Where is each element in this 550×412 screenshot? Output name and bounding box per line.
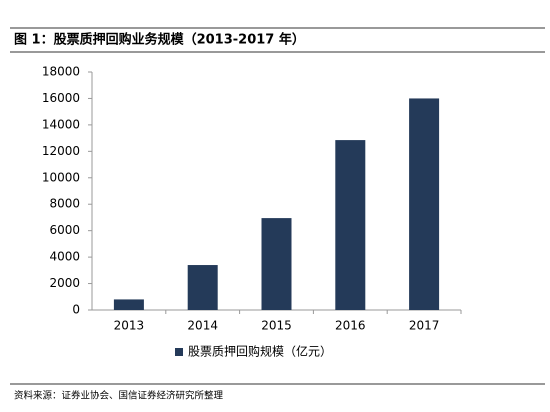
- x-tick-label: 2016: [335, 319, 366, 333]
- x-tick-label: 2013: [114, 319, 145, 333]
- y-tick-label: 10000: [42, 170, 80, 184]
- x-tick-label: 2014: [187, 319, 218, 333]
- x-tick-label: 2017: [409, 319, 440, 333]
- bar: [187, 265, 218, 310]
- legend-swatch: [175, 348, 183, 356]
- y-tick-label: 8000: [49, 197, 80, 211]
- y-tick-label: 16000: [42, 91, 80, 105]
- y-tick-label: 14000: [42, 117, 80, 131]
- legend-label: 股票质押回购规模（亿元）: [188, 344, 332, 359]
- y-tick-label: 4000: [49, 250, 80, 264]
- y-tick-label: 12000: [42, 144, 80, 158]
- y-tick-label: 2000: [49, 276, 80, 290]
- y-tick-label: 6000: [49, 223, 80, 237]
- bar: [335, 140, 366, 310]
- source-note: 资料来源：证券业协会、国信证券经济研究所整理: [14, 390, 224, 402]
- bar: [409, 98, 440, 310]
- y-tick-label: 18000: [42, 65, 80, 79]
- bar: [261, 218, 292, 310]
- chart-title: 图 1：股票质押回购业务规模（2013-2017 年）: [14, 32, 305, 48]
- bar: [113, 299, 144, 310]
- y-tick-label: 0: [72, 303, 80, 317]
- x-tick-label: 2015: [261, 319, 292, 333]
